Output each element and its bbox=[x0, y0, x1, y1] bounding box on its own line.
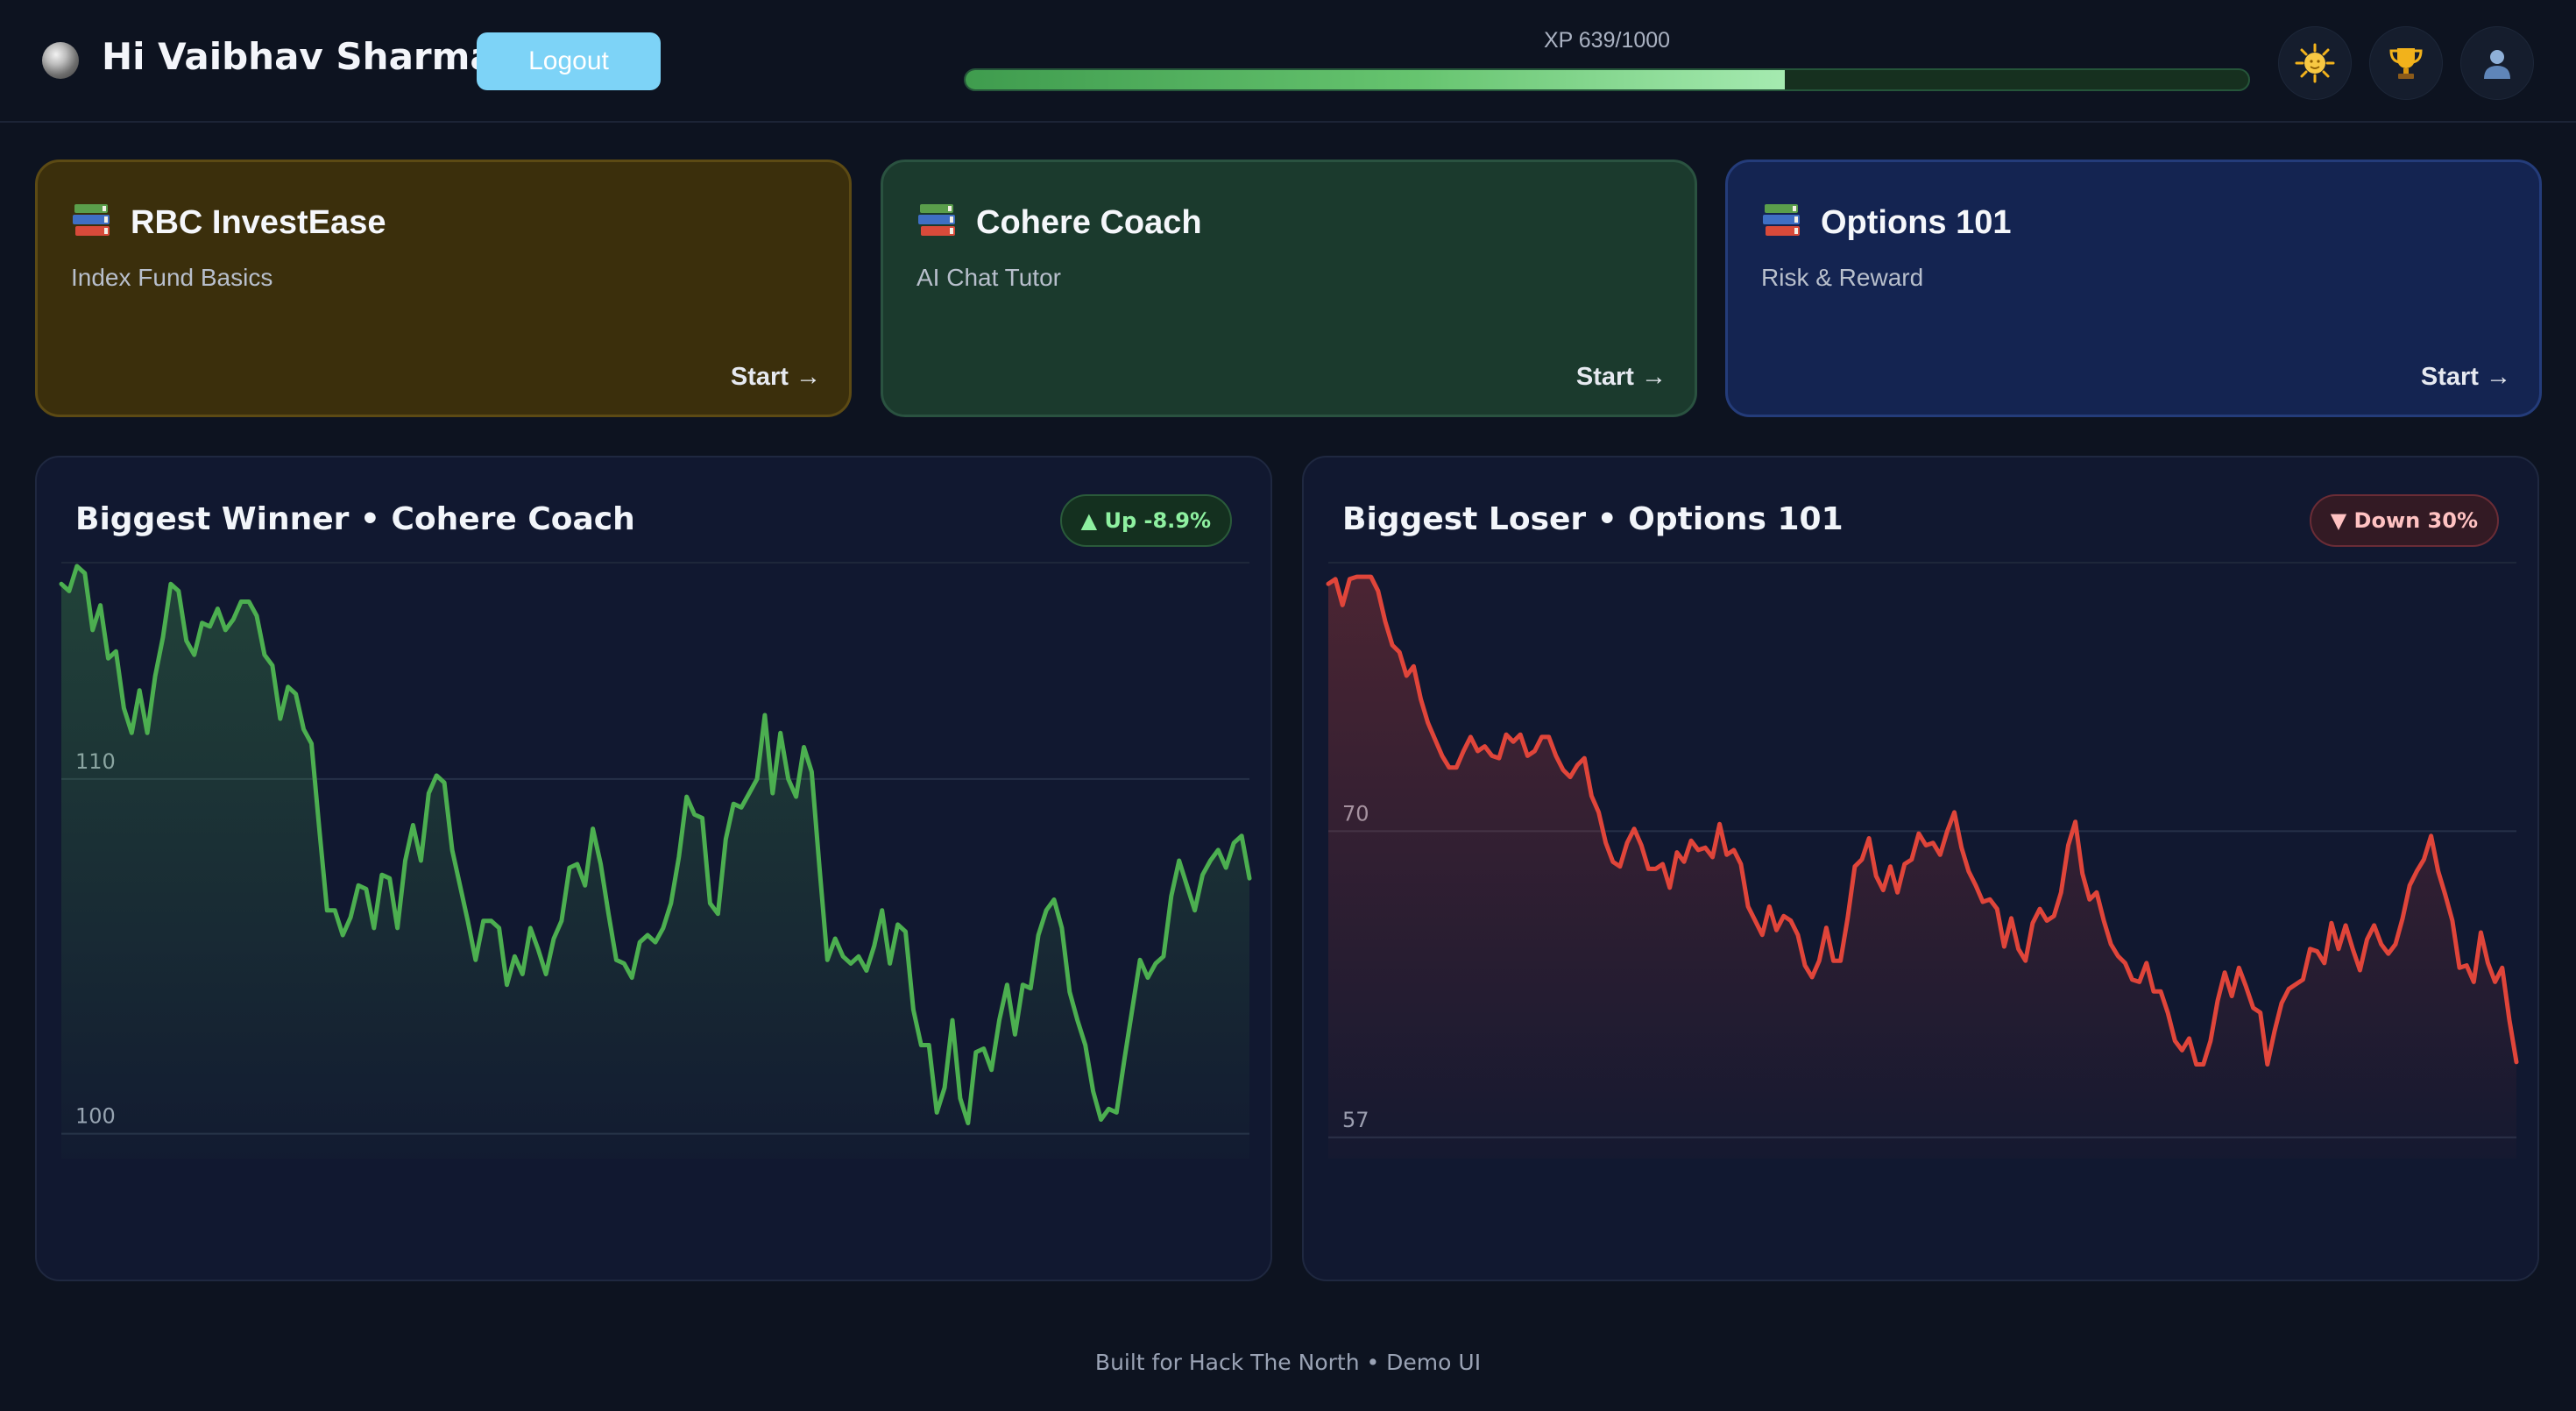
globe-icon bbox=[42, 42, 79, 79]
profile-button[interactable] bbox=[2460, 26, 2534, 100]
card-subtitle: Risk & Reward bbox=[1761, 264, 1924, 291]
panel-title: Biggest Winner • Cohere Coach bbox=[75, 501, 635, 537]
series-area bbox=[61, 566, 1249, 1159]
series-area bbox=[1328, 577, 2516, 1159]
series-line bbox=[1326, 574, 2519, 1067]
card-title: RBC InvestEase bbox=[131, 204, 386, 241]
theme-toggle-button[interactable] bbox=[2278, 26, 2352, 100]
panel-title: Biggest Loser • Options 101 bbox=[1342, 501, 1844, 537]
xp-label: XP 639/1000 bbox=[1543, 28, 1671, 53]
winner-chart: 100110 bbox=[59, 562, 1252, 1159]
footer-text: Built for Hack The North • Demo UI bbox=[1094, 1350, 1482, 1375]
biggest-loser-panel: 5770 Biggest Loser • Options 101 ▼ Down … bbox=[1302, 456, 2539, 1281]
xp-progress-fill bbox=[966, 70, 1786, 89]
loser-chart: 5770 bbox=[1326, 562, 2519, 1159]
top-header: Hi Vaibhav Sharma Logout XP 639/1000 bbox=[0, 0, 2576, 123]
trophy-button[interactable] bbox=[2369, 26, 2443, 100]
card-start-link[interactable]: Start → bbox=[2420, 363, 2511, 391]
card-subtitle: Index Fund Basics bbox=[71, 264, 273, 291]
card-start-link[interactable]: Start → bbox=[1575, 363, 1667, 391]
biggest-winner-panel: 100110 Biggest Winner • Cohere Coach ▲ U… bbox=[35, 456, 1272, 1281]
card-title: Options 101 bbox=[1821, 204, 2012, 241]
status-badge-up: ▲ Up -8.9% bbox=[1059, 494, 1232, 547]
books-icon bbox=[918, 204, 955, 236]
greeting-text: Hi Vaibhav Sharma bbox=[102, 35, 495, 78]
books-icon bbox=[73, 204, 110, 236]
status-badge-down: ▼ Down 30% bbox=[2309, 494, 2499, 547]
sun-icon bbox=[2295, 43, 2335, 83]
card-start-link[interactable]: Start → bbox=[730, 363, 821, 391]
xp-progress-bar bbox=[964, 68, 2250, 91]
card-title: Cohere Coach bbox=[976, 204, 1202, 241]
logout-button[interactable]: Logout bbox=[477, 32, 661, 90]
series-line bbox=[59, 564, 1252, 1125]
card-subtitle: AI Chat Tutor bbox=[916, 264, 1061, 291]
lesson-card-cohere-coach[interactable]: Cohere Coach AI Chat Tutor Start → bbox=[881, 160, 1697, 417]
lesson-card-rbc-investease[interactable]: RBC InvestEase Index Fund Basics Start → bbox=[35, 160, 852, 417]
user-icon bbox=[2484, 50, 2510, 79]
books-icon bbox=[1763, 204, 1800, 236]
trophy-icon bbox=[2389, 48, 2423, 79]
lesson-card-options-101[interactable]: Options 101 Risk & Reward Start → bbox=[1725, 160, 2542, 417]
